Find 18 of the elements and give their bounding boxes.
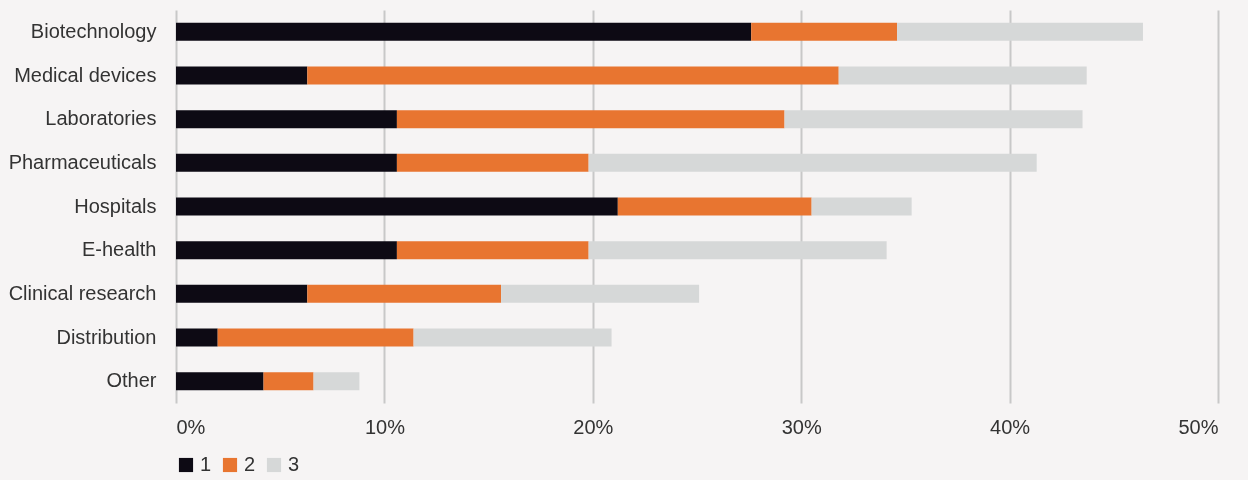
y-tick-label: Other [106,369,157,392]
legend-label: 1 [200,453,212,475]
x-tick-label: 10% [364,415,406,438]
y-tick-label: Laboratories [45,107,157,130]
y-tick-label: Biotechnology [30,19,157,42]
y-tick-label: Clinical research [8,281,157,304]
y-tick-label: Distribution [56,325,157,348]
legend-label: 2 [244,453,256,475]
legend-label: 3 [288,453,300,475]
x-tick-label: 30% [781,415,822,438]
y-tick-label: E-health [82,238,157,261]
y-tick-label: Hospitals [74,194,157,217]
x-tick-label: 40% [990,415,1031,438]
x-tick-label: 0% [176,415,206,438]
x-tick-label: 50% [1178,415,1219,438]
y-tick-label: Pharmaceuticals [8,150,157,173]
x-tick-label: 20% [573,415,614,438]
y-tick-label: Medical devices [14,63,157,86]
